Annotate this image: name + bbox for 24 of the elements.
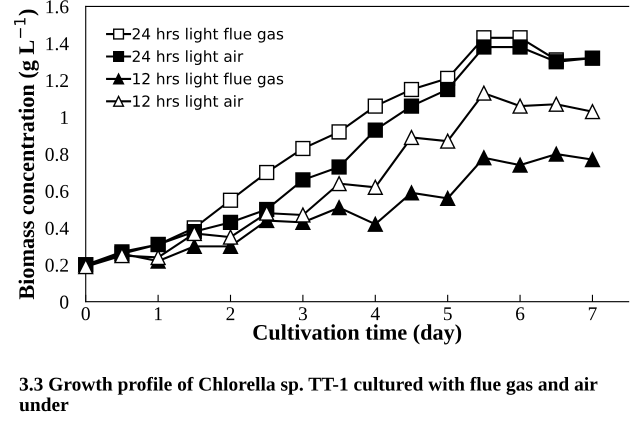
legend-label: 12 hrs light flue gas bbox=[133, 72, 284, 88]
legend-label: 12 hrs light air bbox=[133, 95, 244, 110]
x-tick-label: 7 bbox=[588, 307, 597, 320]
y-tick-label: 1.4 bbox=[46, 37, 69, 50]
y-tick-label: 1 bbox=[61, 111, 68, 124]
x-axis-title: Cultivation time (day) bbox=[253, 324, 462, 344]
x-tick-label: 2 bbox=[226, 307, 234, 320]
legend-label: 24 hrs light air bbox=[132, 50, 244, 66]
y-tick-label: 0.8 bbox=[45, 148, 68, 162]
x-tick-label: 3 bbox=[298, 307, 307, 320]
y-axis-title: Biomass concentration (g L$^{−1}$) bbox=[14, 10, 39, 300]
y-tick-label: 1.2 bbox=[46, 74, 68, 88]
y-tick-label: 0.4 bbox=[45, 222, 69, 235]
x-tick-label: 5 bbox=[444, 307, 452, 320]
y-tick-label: 0.6 bbox=[45, 184, 68, 198]
legend-label: 24 hrs light flue gas bbox=[132, 28, 284, 43]
x-tick-label: 1 bbox=[154, 307, 162, 320]
y-tick-label: 1.6 bbox=[46, 0, 68, 14]
x-tick-label: 4 bbox=[370, 307, 380, 320]
y-tick-label: 0.2 bbox=[45, 258, 68, 272]
x-tick-label: 6 bbox=[516, 307, 524, 320]
x-tick-label: 0 bbox=[82, 307, 90, 320]
y-tick-label: 0 bbox=[60, 296, 68, 309]
text: 3.3 Growth profile of Chlorella sp. TT-1 cultured with flue gas and air under bbox=[19, 376, 598, 412]
